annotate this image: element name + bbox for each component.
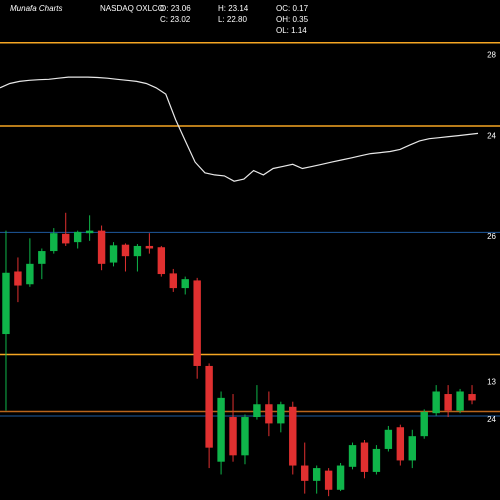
- price-line-chart: 28 24: [0, 24, 500, 194]
- exchange-label: NASDAQ OXLCO: [100, 4, 164, 13]
- oh-label: OH:: [276, 15, 290, 24]
- oc-label: OC:: [276, 4, 290, 13]
- low-value: 22.80: [227, 15, 247, 24]
- open-label: O:: [160, 4, 168, 13]
- svg-text:24: 24: [487, 131, 496, 140]
- close-value: 23.02: [170, 15, 190, 24]
- svg-text:26: 26: [487, 232, 496, 241]
- candlestick-chart: 26 13 24: [0, 200, 500, 500]
- open-value: 23.06: [171, 4, 191, 13]
- watermark-title: Munafa Charts: [10, 4, 62, 13]
- svg-text:28: 28: [487, 51, 496, 60]
- oc-value: 0.17: [292, 4, 308, 13]
- high-label: H:: [218, 4, 226, 13]
- svg-text:24: 24: [487, 415, 496, 424]
- low-label: L:: [218, 15, 225, 24]
- close-label: C:: [160, 15, 168, 24]
- oh-value: 0.35: [292, 15, 308, 24]
- svg-text:13: 13: [487, 378, 496, 387]
- high-value: 23.14: [228, 4, 248, 13]
- chart-container: Munafa Charts NASDAQ OXLCO O: 23.06 H: 2…: [0, 0, 500, 500]
